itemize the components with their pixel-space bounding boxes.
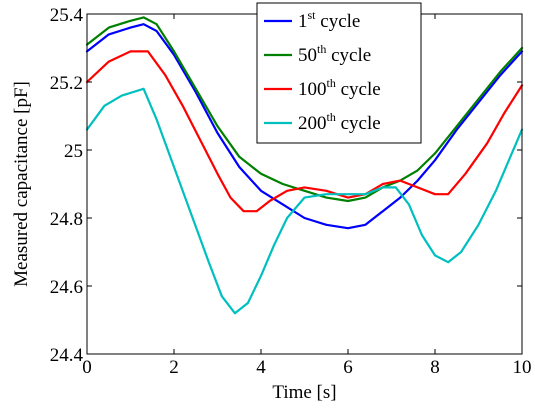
- legend-label-number: 200: [298, 113, 327, 134]
- legend-label-word: cycle: [316, 11, 361, 32]
- legend-label-4: 200th cycle: [298, 110, 381, 134]
- x-tick-label: 2: [169, 357, 179, 378]
- legend-label-word: cycle: [336, 79, 381, 100]
- legend-label-2: 50th cycle: [298, 42, 371, 66]
- y-tick-label: 25: [64, 141, 83, 162]
- legend-label-number: 1: [298, 11, 308, 32]
- legend-label-1: 1st cycle: [298, 8, 360, 32]
- legend-label-ordinal: th: [327, 110, 336, 124]
- x-axis-label: Time [s]: [272, 382, 336, 403]
- legend-label-word: cycle: [326, 45, 371, 66]
- legend-label-ordinal: th: [327, 76, 336, 90]
- x-tick-label: 8: [430, 357, 440, 378]
- series-line-4: [85, 87, 524, 315]
- x-tick-label: 4: [256, 357, 266, 378]
- y-tick-label: 24.4: [50, 345, 84, 366]
- x-tick-label: 0: [82, 357, 92, 378]
- y-tick-label: 24.6: [50, 277, 83, 298]
- legend-label-number: 50: [298, 45, 317, 66]
- legend-label-ordinal: th: [317, 42, 326, 56]
- x-tick-label: 10: [513, 357, 532, 378]
- series-line-1: [85, 23, 524, 230]
- series-line-3: [85, 50, 524, 213]
- y-tick-label: 25.2: [50, 73, 83, 94]
- legend-label-ordinal: st: [308, 8, 317, 22]
- y-axis-label: Measured capacitance [pF]: [11, 81, 32, 287]
- series-layer: [85, 16, 524, 315]
- y-tick-label: 25.4: [50, 5, 84, 26]
- legend-label-number: 100: [298, 79, 327, 100]
- x-tick-label: 6: [343, 357, 353, 378]
- legend-label-word: cycle: [336, 113, 381, 134]
- y-tick-label: 24.8: [50, 209, 83, 230]
- legend-box: [256, 2, 422, 144]
- series-line-2: [85, 16, 524, 203]
- legend-label-3: 100th cycle: [298, 76, 381, 100]
